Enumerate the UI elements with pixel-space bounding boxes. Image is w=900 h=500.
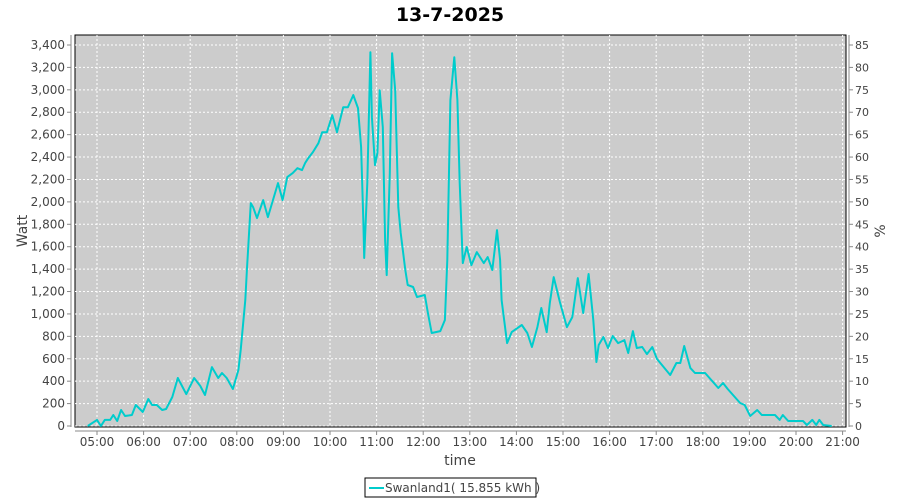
y-axis-ticks: 0 200 400 600 800 1,000 1,200 1,400 1,600 1,800 2,… [31, 38, 71, 433]
y-tick-label: 600 [42, 352, 65, 366]
y-tick-label: 3,000 [31, 83, 65, 97]
x-tick-label: 21:00 [825, 435, 860, 449]
y-tick-label: 2,800 [31, 105, 65, 119]
x-tick-label: 18:00 [686, 435, 721, 449]
y2-tick-label: 40 [855, 241, 869, 254]
x-tick-label: 08:00 [220, 435, 255, 449]
y2-tick-label: 15 [855, 353, 869, 366]
x-tick-label: 20:00 [779, 435, 814, 449]
x-tick-label: 12:00 [406, 435, 441, 449]
y2-tick-label: 55 [855, 173, 869, 186]
x-axis-ticks: 05:00 06:00 07:00 08:00 09:00 10:00 11:00 12:00… [80, 431, 860, 449]
y2-tick-label: 70 [855, 106, 869, 119]
y-axis-label: Watt [15, 214, 31, 247]
y-tick-label: 1,800 [31, 217, 65, 231]
y2-tick-label: 80 [855, 61, 869, 74]
y2-axis-label: % [873, 224, 889, 237]
series-line [87, 51, 832, 427]
y-tick-label: 0 [57, 419, 65, 433]
x-tick-label: 10:00 [313, 435, 348, 449]
y-tick-label: 400 [42, 374, 65, 388]
y-tick-label: 2,000 [31, 195, 65, 209]
y-tick-label: 800 [42, 329, 65, 343]
x-tick-label: 13:00 [453, 435, 488, 449]
plot-area [74, 34, 847, 428]
x-tick-label: 19:00 [732, 435, 767, 449]
x-tick-label: 11:00 [359, 435, 394, 449]
y-tick-label: 1,400 [31, 262, 65, 276]
y2-tick-label: 45 [855, 218, 869, 231]
x-tick-label: 17:00 [639, 435, 674, 449]
y2-tick-label: 25 [855, 308, 869, 321]
y-tick-label: 1,200 [31, 285, 65, 299]
y-tick-label: 200 [42, 397, 65, 411]
y2-tick-label: 20 [855, 330, 869, 343]
y2-tick-label: 0 [855, 420, 862, 433]
x-tick-label: 14:00 [499, 435, 534, 449]
y-tick-label: 2,600 [31, 128, 65, 142]
series-layer [87, 51, 832, 427]
x-tick-label: 06:00 [126, 435, 161, 449]
y2-tick-label: 35 [855, 263, 869, 276]
y-tick-label: 3,200 [31, 60, 65, 74]
chart-title: 13-7-2025 [396, 4, 504, 26]
x-tick-label: 07:00 [173, 435, 208, 449]
y2-tick-label: 75 [855, 84, 869, 97]
y2-axis-ticks: 0 5 10 15 20 25 30 35 40 45 50 55 60 65 70 75 80 85 [849, 39, 869, 433]
y2-tick-label: 30 [855, 286, 869, 299]
y2-tick-label: 65 [855, 129, 869, 142]
x-tick-label: 09:00 [266, 435, 301, 449]
x-tick-label: 15:00 [546, 435, 581, 449]
y2-tick-label: 5 [855, 398, 862, 411]
x-axis-label: time [444, 453, 476, 469]
y2-tick-label: 60 [855, 151, 869, 164]
y2-tick-label: 85 [855, 39, 869, 52]
x-tick-label: 16:00 [592, 435, 627, 449]
y2-tick-label: 50 [855, 196, 869, 209]
y-tick-label: 1,600 [31, 240, 65, 254]
legend-box [364, 477, 537, 498]
y2-tick-label: 10 [855, 375, 869, 388]
grid [75, 35, 846, 427]
y-tick-label: 2,200 [31, 172, 65, 186]
y-tick-label: 3,400 [31, 38, 65, 52]
legend-label: Swanland1( 15.855 kWh ) [385, 481, 540, 495]
y-tick-label: 2,400 [31, 150, 65, 164]
legend: Swanland1( 15.855 kWh ) [364, 477, 540, 498]
y-tick-label: 1,000 [31, 307, 65, 321]
x-tick-label: 05:00 [80, 435, 115, 449]
